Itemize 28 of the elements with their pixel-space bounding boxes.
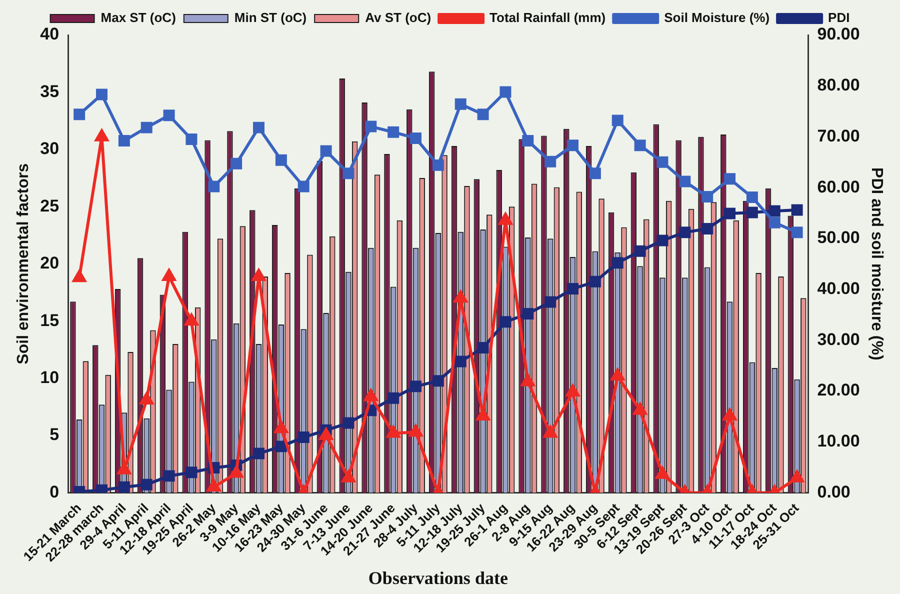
y-tick-label: 35 (40, 82, 60, 101)
legend-label: Soil Moisture (%) (664, 10, 770, 26)
y2-tick-label: 30.00 (817, 330, 860, 349)
y2-axis-title: PDI and soil moisture (%) (868, 167, 885, 360)
legend-label: Min ST (oC) (234, 10, 307, 26)
y-tick-label: 40 (40, 24, 60, 44)
y-tick-label: 30 (40, 139, 60, 158)
legend-label: Max ST (oC) (100, 10, 176, 26)
y2-tick-label: 40.00 (817, 278, 860, 298)
y2-tick-label: 80.00 (817, 76, 860, 95)
y2-tick-label: 70.00 (817, 126, 860, 146)
y-tick-label: 25 (40, 196, 60, 216)
y2-tick-label: 20.00 (817, 380, 860, 400)
y2-tick-label: 10.00 (817, 432, 860, 451)
y-tick-label: 5 (50, 425, 60, 444)
y2-tick-label: 0.00 (817, 482, 850, 502)
y-axis-title: Soil environmental factors (15, 163, 32, 364)
legend-label: Av ST (oC) (365, 10, 432, 26)
y2-tick-label: 90.00 (817, 24, 860, 44)
y2-tick-label: 50.00 (817, 228, 860, 248)
y-tick-label: 20 (40, 254, 60, 273)
legend-label: PDI (828, 10, 850, 26)
x-axis-title: Observations date (368, 568, 508, 588)
y-tick-label: 10 (40, 368, 60, 387)
y2-tick-label: 60.00 (817, 177, 860, 196)
legend-label: Total Rainfall (mm) (490, 10, 606, 26)
y-tick-label: 15 (40, 310, 60, 330)
y-tick-label: 0 (50, 482, 60, 502)
